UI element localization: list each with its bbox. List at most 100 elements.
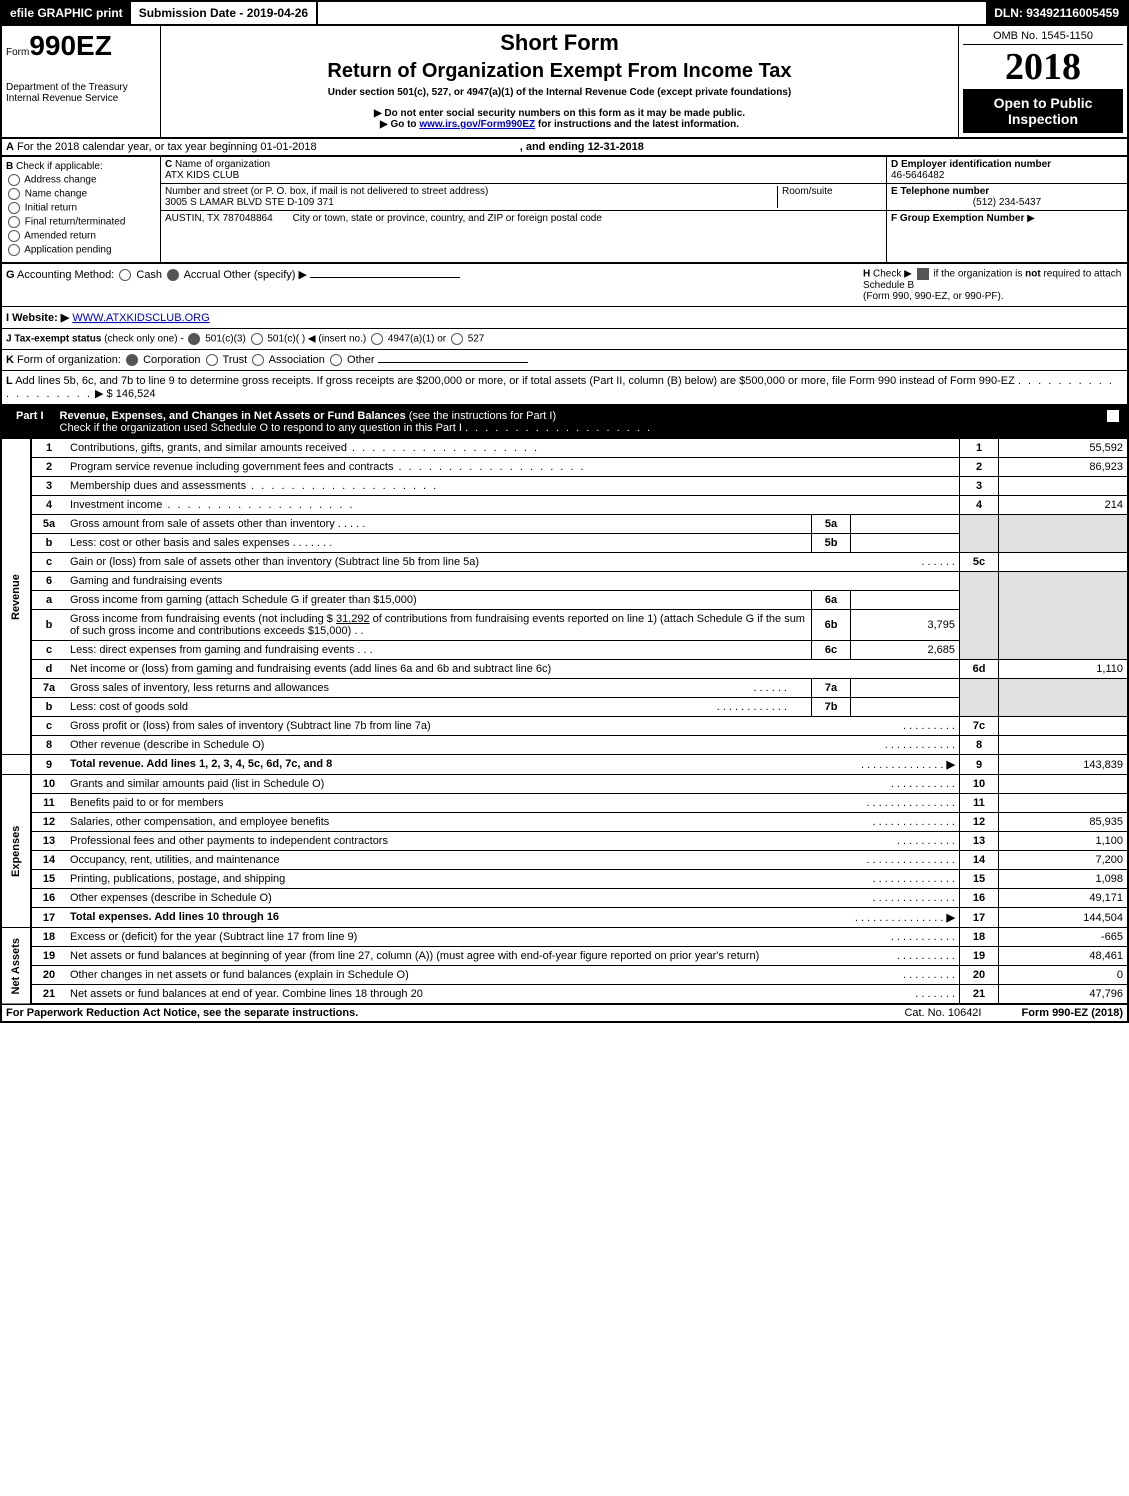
e-label: E Telephone number: [891, 186, 989, 197]
k-text: Form of organization:: [17, 354, 121, 366]
chk-name[interactable]: Name change: [6, 188, 156, 200]
l6b-num: b: [31, 610, 66, 641]
line-6: 6 Gaming and fundraising events: [1, 572, 1128, 591]
section-i: I Website: ▶ WWW.ATXKIDSCLUB.ORG: [0, 307, 1129, 329]
irs-label: Internal Revenue Service: [6, 93, 156, 104]
l5b-desc: Less: cost or other basis and sales expe…: [66, 534, 812, 553]
l10-num: 10: [31, 775, 66, 794]
goto-prefix: ▶ Go to: [380, 119, 419, 130]
radio-accrual[interactable]: [167, 269, 179, 281]
l5a-inum: 5a: [812, 515, 851, 534]
return-title: Return of Organization Exempt From Incom…: [165, 60, 954, 83]
header-center: Short Form Return of Organization Exempt…: [161, 26, 958, 137]
l7b-inum: 7b: [812, 698, 851, 717]
l17-arrow: ▶: [947, 912, 955, 924]
part1-check-text: Check if the organization used Schedule …: [60, 422, 462, 434]
h-text4: (Form 990, 990-EZ, or 990-PF).: [863, 291, 1004, 302]
l6a-num: a: [31, 591, 66, 610]
part1-checkbox[interactable]: [1107, 410, 1119, 422]
l6-shaded-val: [999, 572, 1129, 660]
l7-shaded-val: [999, 679, 1129, 717]
rev-side-end: [1, 755, 31, 775]
chk-amended[interactable]: Amended return: [6, 230, 156, 242]
g-other: Other (specify) ▶: [223, 269, 307, 281]
l21-num: 21: [31, 985, 66, 1005]
line-20: 20 Other changes in net assets or fund b…: [1, 966, 1128, 985]
k-other-input[interactable]: [378, 362, 528, 363]
radio-527[interactable]: [451, 333, 463, 345]
header-left: Form990EZ Department of the Treasury Int…: [2, 26, 161, 137]
line-17: 17 Total expenses. Add lines 10 through …: [1, 908, 1128, 928]
l9-rval: 143,839: [999, 755, 1129, 775]
l3-num: 3: [31, 477, 66, 496]
open-public-1: Open to Public: [994, 95, 1093, 111]
l6b-inum: 6b: [812, 610, 851, 641]
line-15: 15 Printing, publications, postage, and …: [1, 870, 1128, 889]
chk-name-label: Name change: [25, 189, 87, 200]
main-table: Revenue 1 Contributions, gifts, grants, …: [0, 438, 1129, 1005]
netassets-side-label: Net Assets: [1, 928, 31, 1005]
website-link[interactable]: WWW.ATXKIDSCLUB.ORG: [72, 312, 209, 324]
l5b-ival: [851, 534, 960, 553]
l7a-inum: 7a: [812, 679, 851, 698]
goto-suffix: for instructions and the latest informat…: [535, 119, 739, 130]
line-5c: c Gain or (loss) from sale of assets oth…: [1, 553, 1128, 572]
l7a-ival: [851, 679, 960, 698]
efile-print-label: efile GRAPHIC print: [2, 2, 131, 24]
radio-501c[interactable]: [251, 333, 263, 345]
l4-desc: Investment income: [66, 496, 960, 515]
radio-trust[interactable]: [206, 354, 218, 366]
l17-rval: 144,504: [999, 908, 1129, 928]
irs-link[interactable]: www.irs.gov/Form990EZ: [419, 119, 535, 130]
l18-desc: Excess or (deficit) for the year (Subtra…: [66, 928, 960, 947]
l12-rnum: 12: [960, 813, 999, 832]
line-9: 9 Total revenue. Add lines 1, 2, 3, 4, 5…: [1, 755, 1128, 775]
l6b-ival: 3,795: [851, 610, 960, 641]
h-text1: Check ▶: [873, 269, 912, 280]
radio-cash[interactable]: [119, 269, 131, 281]
a-ending: , and ending 12-31-2018: [520, 141, 644, 153]
g-other-input[interactable]: [310, 277, 460, 278]
section-subtitle: Under section 501(c), 527, or 4947(a)(1)…: [165, 87, 954, 98]
l10-rnum: 10: [960, 775, 999, 794]
l20-num: 20: [31, 966, 66, 985]
phone-row: E Telephone number (512) 234-5437: [887, 184, 1127, 211]
h-checkbox[interactable]: [917, 268, 929, 280]
line-18: Net Assets 18 Excess or (deficit) for th…: [1, 928, 1128, 947]
radio-assoc[interactable]: [252, 354, 264, 366]
l5c-num: c: [31, 553, 66, 572]
l1-desc: Contributions, gifts, grants, and simila…: [66, 439, 960, 458]
chk-pending[interactable]: Application pending: [6, 244, 156, 256]
l16-rnum: 16: [960, 889, 999, 908]
line-5a: 5a Gross amount from sale of assets othe…: [1, 515, 1128, 534]
h-not: not: [1025, 269, 1041, 280]
line-7a: 7a Gross sales of inventory, less return…: [1, 679, 1128, 698]
line-6b: b Gross income from fundraising events (…: [1, 610, 1128, 641]
radio-501c3[interactable]: [188, 333, 200, 345]
radio-other[interactable]: [330, 354, 342, 366]
l7c-rnum: 7c: [960, 717, 999, 736]
line-6c: c Less: direct expenses from gaming and …: [1, 641, 1128, 660]
chk-final[interactable]: Final return/terminated: [6, 216, 156, 228]
chk-initial[interactable]: Initial return: [6, 202, 156, 214]
line-8: 8 Other revenue (describe in Schedule O)…: [1, 736, 1128, 755]
l4-num: 4: [31, 496, 66, 515]
line-13: 13 Professional fees and other payments …: [1, 832, 1128, 851]
radio-4947[interactable]: [371, 333, 383, 345]
footer-form-num: 990-EZ: [1052, 1007, 1088, 1019]
line-4: 4 Investment income 4 214: [1, 496, 1128, 515]
short-form-title: Short Form: [165, 30, 954, 56]
l16-desc: Other expenses (describe in Schedule O) …: [66, 889, 960, 908]
l12-desc: Salaries, other compensation, and employ…: [66, 813, 960, 832]
l14-rnum: 14: [960, 851, 999, 870]
radio-corp[interactable]: [126, 354, 138, 366]
chk-address[interactable]: Address change: [6, 174, 156, 186]
l1-rval: 55,592: [999, 439, 1129, 458]
l2-num: 2: [31, 458, 66, 477]
l6c-num: c: [31, 641, 66, 660]
line-7c: c Gross profit or (loss) from sales of i…: [1, 717, 1128, 736]
line-2: 2 Program service revenue including gove…: [1, 458, 1128, 477]
ein-value: 46-5646482: [891, 170, 944, 181]
l6d-num: d: [31, 660, 66, 679]
l19-num: 19: [31, 947, 66, 966]
